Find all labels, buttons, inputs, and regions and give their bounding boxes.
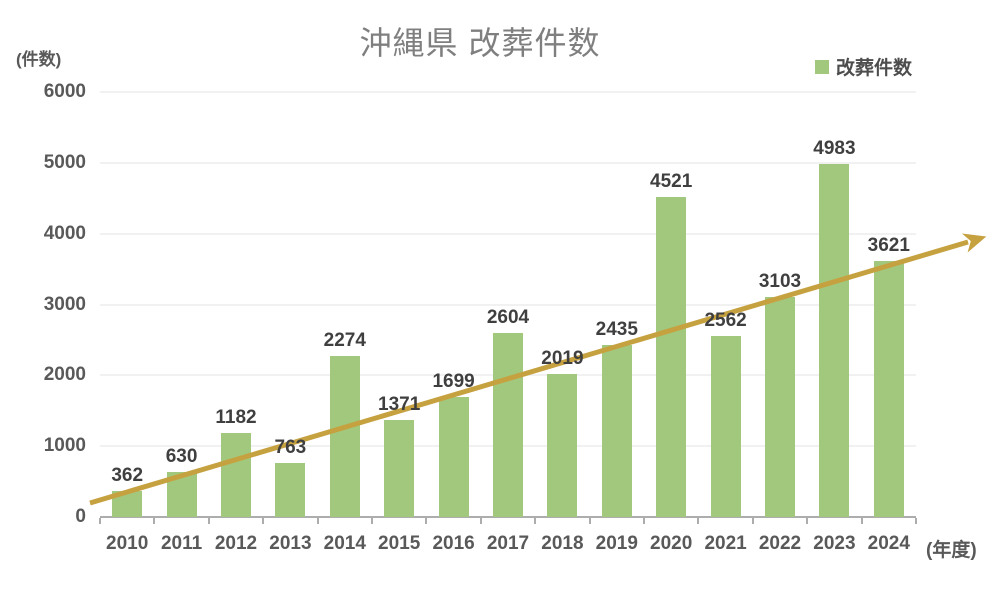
x-tick-label-2014: 2014	[323, 533, 366, 554]
y-tick-label: 3000	[43, 293, 86, 315]
x-tick-label-2017: 2017	[486, 533, 530, 554]
bar-2015	[384, 419, 415, 517]
plot-area: 362 630 1182 763 2274 1371 1699 2604 2019 2435 452…	[99, 91, 917, 524]
x-tick-label-2015: 2015	[378, 533, 421, 554]
x-tick-label-2011: 2011	[160, 533, 203, 554]
data-label-2018: 2019	[541, 347, 584, 369]
x-axis-tick-mark	[262, 518, 265, 524]
x-axis-tick-mark	[915, 518, 917, 524]
x-axis-tick-mark	[153, 518, 156, 524]
x-axis-line	[100, 516, 916, 518]
x-axis-tick-mark	[751, 518, 754, 524]
legend-label: 改葬件数	[836, 58, 913, 79]
x-axis-tick-mark	[371, 518, 373, 524]
bar-2023	[819, 164, 850, 517]
gridline	[100, 161, 916, 164]
x-axis-tick-mark	[99, 518, 101, 524]
x-tick-label-2019: 2019	[595, 533, 638, 554]
data-label-2017: 2604	[486, 306, 530, 328]
y-tick-label: 6000	[43, 81, 86, 102]
x-axis-tick-mark	[207, 518, 210, 524]
y-axis-unit-label: (件数)	[16, 50, 62, 69]
y-tick-label: 4000	[43, 222, 86, 244]
x-axis-tick-mark	[479, 518, 482, 524]
data-label-2022: 3103	[758, 271, 802, 293]
x-axis-tick-mark	[316, 518, 319, 524]
data-label-2019: 2435	[595, 318, 638, 340]
x-axis-tick-mark	[534, 518, 537, 524]
data-label-2016: 1699	[432, 370, 475, 392]
x-axis-tick-mark	[697, 518, 700, 524]
data-label-2011: 630	[165, 446, 198, 468]
x-tick-label-2013: 2013	[269, 533, 312, 554]
y-tick-label: 1000	[43, 435, 86, 457]
y-tick-label: 2000	[43, 364, 86, 386]
data-label-2024: 3621	[867, 234, 910, 256]
x-tick-label-2022: 2022	[758, 533, 802, 554]
x-axis-tick-mark	[425, 518, 428, 524]
bar-2018	[547, 373, 578, 517]
x-tick-label-2020: 2020	[650, 533, 693, 554]
x-axis-tick-mark	[643, 518, 645, 524]
data-label-2012: 1182	[215, 407, 257, 429]
x-tick-label-2016: 2016	[432, 533, 475, 554]
chart-title: 沖縄県 改葬件数	[359, 25, 601, 61]
x-axis-tick-mark	[588, 518, 591, 524]
x-axis-tick-mark	[806, 518, 809, 524]
bar-2021	[710, 335, 741, 517]
x-tick-label-2010: 2010	[106, 533, 149, 554]
x-axis-tick-mark	[860, 518, 863, 524]
bar-2013	[275, 462, 306, 517]
data-label-2023: 4983	[813, 138, 856, 160]
gridline	[100, 91, 916, 93]
x-axis-unit-label: (年度)	[926, 540, 977, 561]
y-tick-label: 0	[75, 506, 86, 527]
x-tick-label-2023: 2023	[813, 533, 856, 554]
x-tick-label-2012: 2012	[214, 533, 258, 554]
bar-2010	[112, 491, 143, 517]
data-label-2014: 2274	[323, 329, 366, 351]
data-label-2013: 763	[274, 436, 307, 458]
y-tick-label: 5000	[43, 151, 86, 173]
gridline	[100, 232, 916, 235]
bar-2024	[873, 260, 904, 517]
data-label-2015: 1371	[378, 393, 421, 415]
x-tick-label-2018: 2018	[541, 533, 584, 554]
legend: 改葬件数	[815, 53, 912, 80]
legend-swatch-icon	[815, 59, 829, 74]
data-label-2021: 2562	[704, 309, 747, 331]
x-tick-label-2021: 2021	[704, 533, 747, 554]
data-label-2020: 4521	[650, 170, 693, 192]
bar-2020	[656, 196, 687, 517]
x-tick-label-2024: 2024	[867, 533, 910, 554]
